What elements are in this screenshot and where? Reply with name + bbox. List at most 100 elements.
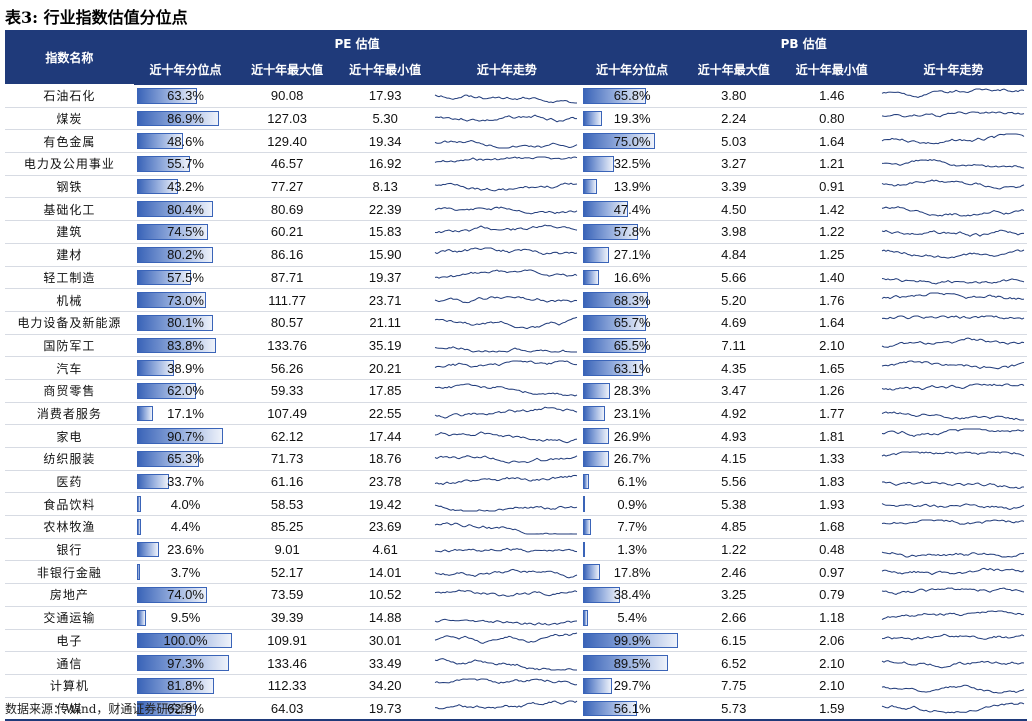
sparkline-path xyxy=(435,140,578,149)
pe-max: 111.77 xyxy=(237,288,337,312)
percentile-bar xyxy=(583,360,644,376)
sparkline xyxy=(881,229,1025,237)
pb-trend xyxy=(880,356,1027,380)
sparkline-path xyxy=(881,684,1025,694)
sparkline xyxy=(435,678,578,686)
pb-trend xyxy=(880,697,1027,721)
pe-trend xyxy=(433,175,581,199)
index-name: 消费者服务 xyxy=(5,402,134,426)
pe-trend xyxy=(433,651,581,675)
table-row: 建材 80.2% 86.16 15.90 27.1% 4.84 1.25 xyxy=(5,243,1027,267)
pb-min: 1.18 xyxy=(783,606,881,630)
pe-min: 17.93 xyxy=(336,84,434,108)
percentile-value: 68.3% xyxy=(613,292,651,308)
percentile-bar xyxy=(136,632,232,649)
table-row: 农林牧渔 4.4% 85.25 23.69 7.7% 4.85 1.68 xyxy=(5,515,1027,539)
pb-trend xyxy=(880,288,1027,312)
pe-trend xyxy=(433,266,581,290)
pe-max: 64.03 xyxy=(237,697,337,721)
sparkline-path xyxy=(435,94,578,104)
header-pb-max: 近十年最大值 xyxy=(683,56,784,85)
sparkline-path xyxy=(881,428,1025,438)
pe-min: 14.88 xyxy=(336,606,434,630)
sparkline xyxy=(435,700,578,710)
percentile-value: 7.7% xyxy=(617,519,647,535)
table-row: 银行 23.6% 9.01 4.61 1.3% 1.22 0.48 xyxy=(5,538,1027,562)
pe-trend xyxy=(433,107,581,131)
pe-percentile-cell: 100.0% xyxy=(133,629,238,653)
percentile-bar xyxy=(136,564,141,581)
pb-min: 0.91 xyxy=(783,175,881,199)
index-name: 通信 xyxy=(5,651,134,675)
percentile-bar xyxy=(583,428,609,444)
sparkline-path xyxy=(435,678,578,686)
percentile-bar xyxy=(136,269,192,286)
index-name: 汽车 xyxy=(5,356,134,380)
percentile-value: 62.0% xyxy=(167,383,204,399)
pe-max: 133.46 xyxy=(237,651,337,675)
pe-trend xyxy=(433,379,581,403)
sparkline xyxy=(881,702,1025,714)
sparkline xyxy=(881,587,1025,595)
percentile-bar xyxy=(583,110,602,127)
sparkline-path xyxy=(881,411,1025,421)
percentile-bar xyxy=(136,156,190,172)
pb-min: 1.33 xyxy=(783,447,881,471)
header-pe-percentile: 近十年分位点 xyxy=(133,56,238,85)
pe-trend xyxy=(433,447,581,471)
sparkline-path xyxy=(435,658,578,671)
sparkline-path xyxy=(881,179,1025,190)
pb-trend xyxy=(880,583,1027,607)
table-row: 煤炭 86.9% 127.03 5.30 19.3% 2.24 0.80 xyxy=(5,107,1027,131)
pb-min: 1.26 xyxy=(783,379,881,403)
table-row: 石油石化 63.3% 90.08 17.93 65.8% 3.80 1.46 xyxy=(5,84,1027,108)
pe-percentile-cell: 86.9% xyxy=(133,107,238,131)
index-name: 轻工制造 xyxy=(5,266,134,290)
sparkline-path xyxy=(881,610,1025,620)
pb-max: 5.56 xyxy=(683,470,784,494)
pe-min: 14.01 xyxy=(336,560,434,585)
percentile-bar xyxy=(583,133,655,150)
pe-percentile-cell: 90.7% xyxy=(133,424,238,448)
sparkline-path xyxy=(435,407,578,420)
percentile-bar xyxy=(583,587,620,603)
percentile-bar xyxy=(136,655,230,671)
percentile-value: 17.1% xyxy=(167,405,204,421)
pe-min: 23.69 xyxy=(336,515,434,539)
percentile-value: 63.3% xyxy=(167,88,204,104)
sparkline xyxy=(881,610,1025,620)
table-row: 计算机 81.8% 112.33 34.20 29.7% 7.75 2.10 xyxy=(5,674,1027,698)
sparkline-path xyxy=(882,634,1025,641)
pe-trend xyxy=(433,402,581,426)
percentile-value: 29.7% xyxy=(613,678,651,694)
percentile-value: 81.8% xyxy=(167,678,204,694)
pe-min: 19.42 xyxy=(336,492,434,517)
sparkline xyxy=(435,114,578,122)
sparkline xyxy=(881,519,1025,525)
sparkline-path xyxy=(435,182,578,192)
pb-max: 4.15 xyxy=(683,447,784,471)
sparkline-path xyxy=(881,111,1025,117)
pb-percentile-cell: 65.7% xyxy=(580,311,684,335)
pb-max: 5.38 xyxy=(683,492,784,517)
page-title: 表3: 行业指数估值分位点 xyxy=(5,8,188,27)
percentile-value: 65.7% xyxy=(613,315,651,331)
percentile-bar xyxy=(583,700,637,717)
sparkline xyxy=(435,182,578,192)
percentile-bar xyxy=(583,541,586,558)
pb-max: 7.11 xyxy=(683,334,784,358)
index-name: 建材 xyxy=(5,243,134,267)
source-note: 数据来源：Wind，财通证券研究所 xyxy=(5,702,193,716)
sparkline xyxy=(435,316,578,329)
pb-min: 1.64 xyxy=(783,129,881,154)
sparkline-path xyxy=(435,360,578,369)
percentile-bar xyxy=(136,587,208,603)
pe-max: 52.17 xyxy=(237,560,337,585)
table-row: 通信 97.3% 133.46 33.49 89.5% 6.52 2.10 xyxy=(5,651,1027,675)
index-name: 煤炭 xyxy=(5,107,134,131)
sparkline-path xyxy=(881,229,1025,237)
percentile-value: 89.5% xyxy=(613,655,651,671)
pe-max: 80.57 xyxy=(237,311,337,335)
pe-trend xyxy=(433,583,581,607)
pe-percentile-cell: 48.6% xyxy=(133,129,238,154)
